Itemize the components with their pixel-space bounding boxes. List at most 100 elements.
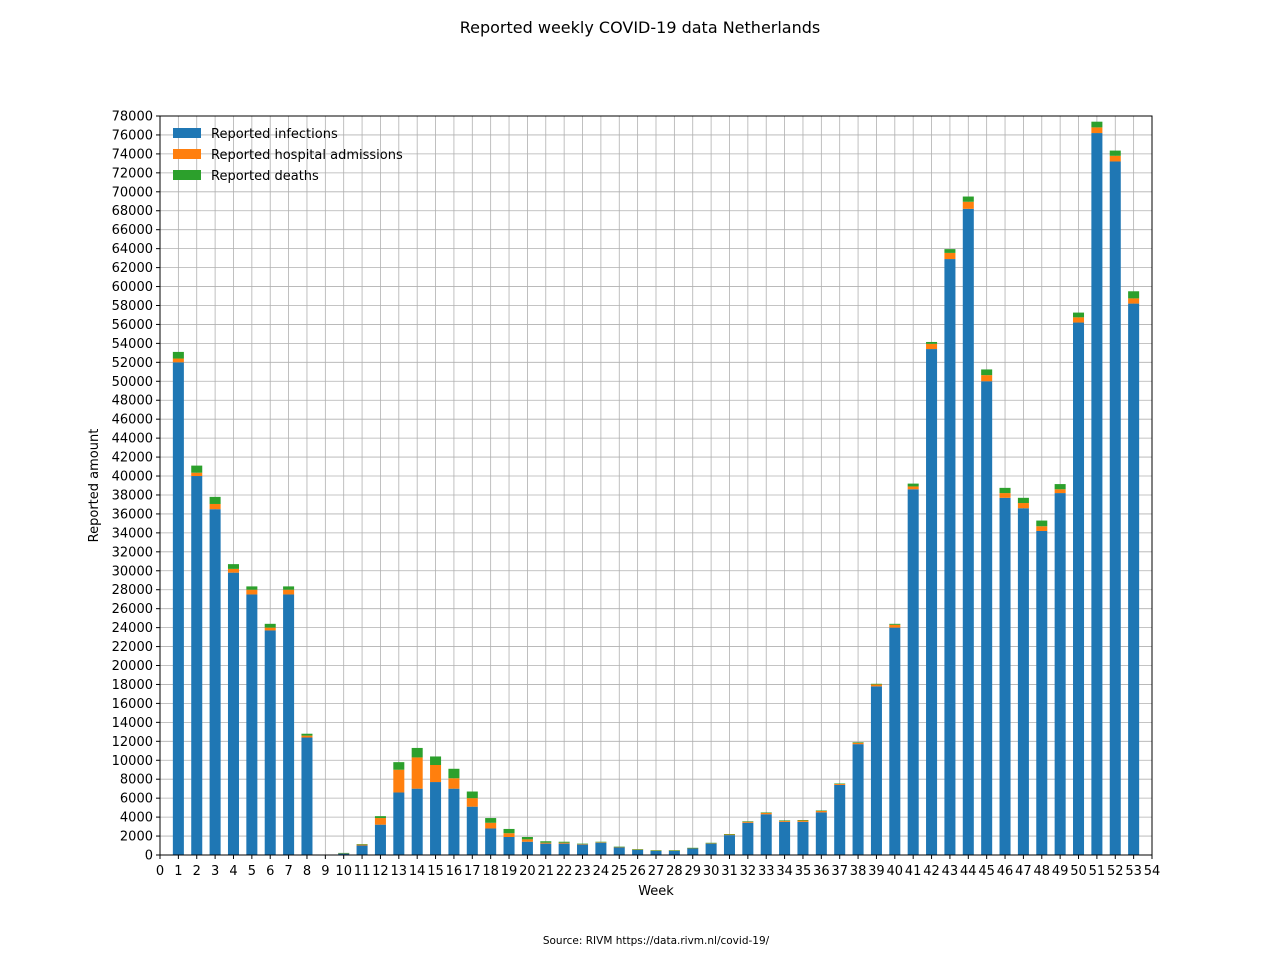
bar-reported-hospital-admissions-week-2 [191,472,203,477]
bar-reported-deaths-week-44 [962,196,974,202]
x-tick-label: 24 [593,864,610,879]
x-tick-label: 31 [721,864,738,879]
bar-reported-hospital-admissions-week-12 [374,818,386,825]
y-tick-label: 56000 [112,318,153,333]
bar-reported-infections-week-50 [1073,322,1085,855]
legend-label: Reported deaths [211,169,319,184]
bar-reported-infections-week-48 [1036,530,1048,855]
bar-reported-hospital-admissions-week-32 [742,821,754,823]
bar-reported-deaths-week-47 [1017,497,1029,504]
legend-label: Reported infections [211,127,338,142]
y-tick-label: 60000 [112,280,153,295]
y-tick-label: 62000 [112,261,153,276]
bar-reported-infections-week-16 [448,788,460,855]
y-tick-label: 58000 [112,299,153,314]
bar-reported-hospital-admissions-week-24 [595,842,607,843]
bar-reported-infections-week-30 [705,843,717,855]
x-tick-label: 32 [740,864,757,879]
bar-reported-deaths-week-3 [209,496,221,504]
bar-reported-deaths-week-21 [540,841,552,843]
bar-reported-infections-week-29 [687,848,699,855]
y-axis-label: Reported amount [87,429,102,543]
bar-reported-infections-week-36 [815,812,827,855]
bar-reported-hospital-admissions-week-45 [981,375,993,382]
bar-reported-hospital-admissions-week-47 [1017,503,1029,509]
bar-reported-deaths-week-38 [852,742,864,743]
bar-reported-hospital-admissions-week-39 [870,684,882,687]
bar-reported-hospital-admissions-week-17 [466,798,478,807]
bar-reported-infections-week-23 [577,844,589,855]
bar-reported-infections-week-8 [301,737,313,855]
bar-reported-deaths-week-25 [613,846,625,848]
x-tick-label: 11 [354,864,371,879]
x-tick-label: 15 [427,864,444,879]
bar-reported-deaths-week-20 [521,836,533,840]
bar-reported-hospital-admissions-week-23 [577,844,589,845]
x-tick-label: 41 [905,864,922,879]
x-tick-label: 36 [813,864,830,879]
y-tick-label: 8000 [120,773,153,788]
x-tick-label: 0 [156,864,164,879]
legend-swatch [173,128,201,138]
bar-reported-hospital-admissions-week-42 [926,343,938,350]
bar-reported-infections-week-43 [944,259,956,855]
y-tick-label: 22000 [112,640,153,655]
ticks-layer: 0 1 2 3 4 5 6 7 8 9 10 11 12 13 14 15 16 17 18 19 20 21 22 23 24… [112,110,1161,880]
x-tick-label: 10 [335,864,352,879]
x-tick-label: 44 [960,864,977,879]
bar-reported-hospital-admissions-week-4 [227,568,239,573]
bar-reported-infections-week-26 [632,849,644,855]
y-tick-label: 16000 [112,697,153,712]
bar-reported-hospital-admissions-week-49 [1054,489,1066,494]
bar-reported-deaths-week-24 [595,841,607,843]
bar-reported-infections-week-35 [797,821,809,855]
x-tick-label: 49 [1052,864,1069,879]
bar-reported-deaths-week-29 [687,847,699,849]
bar-reported-hospital-admissions-week-25 [613,846,625,848]
x-tick-label: 17 [464,864,481,879]
bar-reported-infections-week-6 [264,630,276,855]
x-axis-label: Week [638,884,674,899]
x-tick-label: 6 [266,864,274,879]
bar-reported-deaths-week-7 [283,586,295,590]
bar-reported-hospital-admissions-week-46 [999,493,1011,498]
x-tick-label: 12 [372,864,389,879]
y-tick-label: 20000 [112,659,153,674]
bar-reported-hospital-admissions-week-48 [1036,526,1048,531]
grid-layer [159,115,1153,856]
x-tick-label: 33 [758,864,775,879]
y-tick-label: 26000 [112,602,153,617]
y-tick-label: 14000 [112,716,153,731]
x-tick-label: 45 [978,864,995,879]
x-tick-label: 27 [648,864,665,879]
bar-reported-deaths-week-31 [723,834,735,835]
x-tick-label: 22 [556,864,573,879]
x-tick-label: 7 [284,864,292,879]
bar-reported-infections-week-19 [503,836,515,855]
bar-reported-deaths-week-16 [448,768,460,779]
bar-reported-hospital-admissions-week-5 [246,589,258,595]
bar-reported-deaths-week-32 [742,821,754,822]
bar-reported-deaths-week-28 [668,850,680,851]
bar-reported-hospital-admissions-week-35 [797,820,809,822]
bar-reported-hospital-admissions-week-22 [558,842,570,844]
y-tick-label: 42000 [112,451,153,466]
x-tick-label: 51 [1089,864,1106,879]
bar-reported-deaths-week-8 [301,733,313,736]
bar-reported-infections-week-15 [430,782,442,855]
bar-reported-infections-week-28 [668,850,680,855]
y-tick-label: 6000 [120,792,153,807]
x-tick-label: 38 [850,864,867,879]
bar-reported-hospital-admissions-week-40 [889,624,901,628]
bar-reported-hospital-admissions-week-30 [705,843,717,844]
y-tick-label: 70000 [112,185,153,200]
bar-reported-hospital-admissions-week-20 [521,839,533,842]
y-tick-label: 72000 [112,166,153,181]
bar-reported-hospital-admissions-week-14 [411,757,423,789]
bar-reported-hospital-admissions-week-7 [283,589,295,595]
y-tick-label: 76000 [112,128,153,143]
legend-swatch [173,170,201,180]
bar-reported-hospital-admissions-week-31 [723,834,735,836]
x-tick-label: 30 [703,864,720,879]
bar-reported-hospital-admissions-week-52 [1109,155,1121,162]
